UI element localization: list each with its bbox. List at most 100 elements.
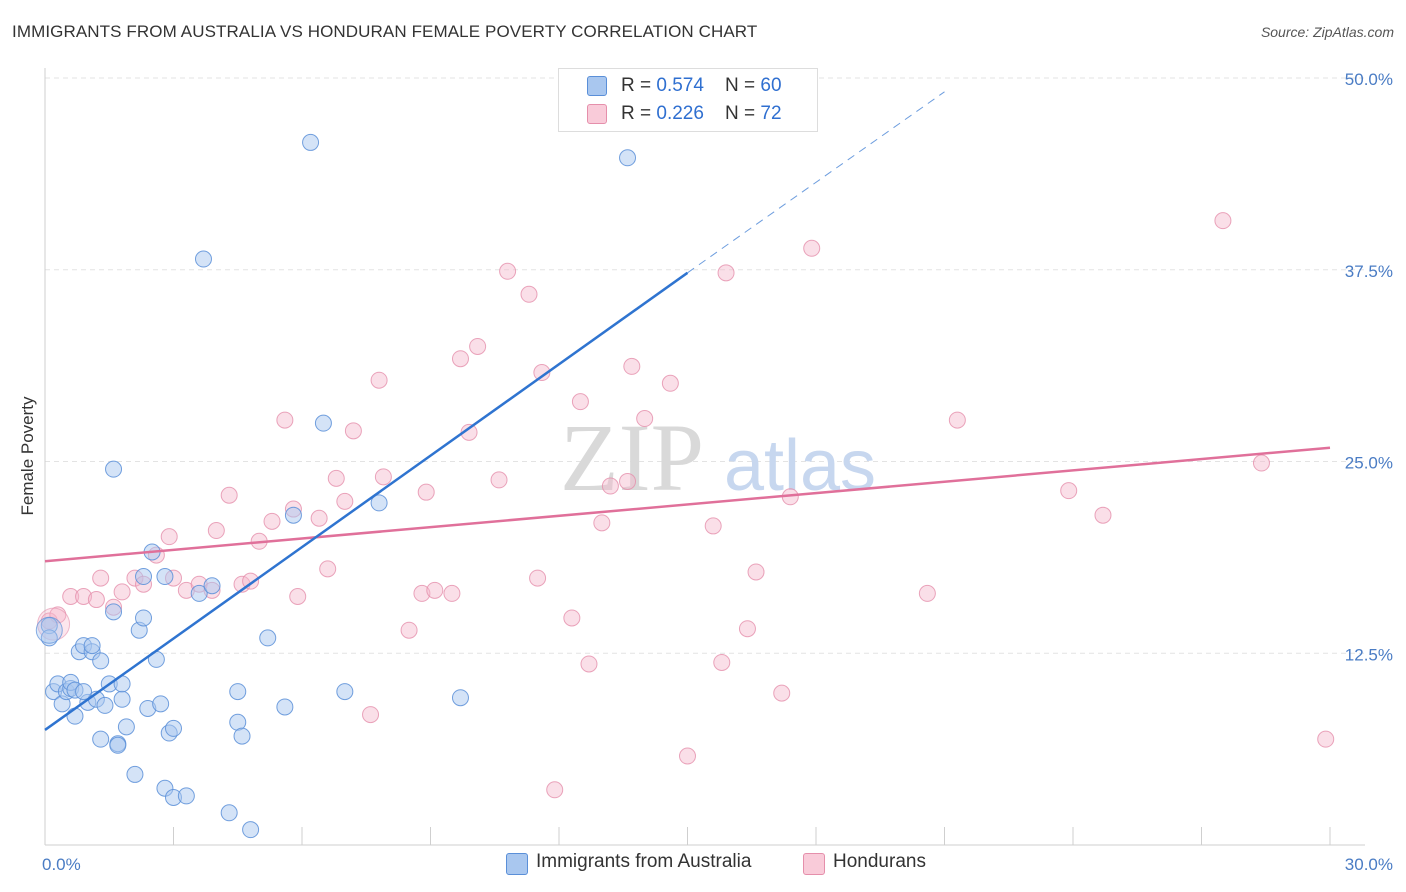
- point-hondurans: [1060, 482, 1078, 500]
- point-australia: [75, 683, 93, 701]
- point-australia: [135, 568, 153, 586]
- point-hondurans: [948, 411, 966, 429]
- correlation-legend: R = 0.574 N = 60 R = 0.226 N = 72: [558, 68, 818, 132]
- point-hondurans: [310, 509, 328, 527]
- point-hondurans: [580, 655, 598, 673]
- point-australia: [135, 609, 153, 627]
- point-hondurans: [773, 684, 791, 702]
- axes: [44, 68, 1365, 846]
- legend-label-australia: Immigrants from Australia: [536, 851, 752, 872]
- point-australia: [40, 629, 58, 647]
- y-tick-label: 12.5%: [1345, 645, 1393, 664]
- point-hondurans: [803, 239, 821, 257]
- point-hondurans: [661, 374, 679, 392]
- n-label: N =: [725, 103, 761, 124]
- point-australia: [105, 460, 123, 478]
- point-hondurans: [619, 472, 637, 490]
- point-australia-cluster: [35, 616, 63, 644]
- trend-lines: [44, 91, 1331, 731]
- r-value-australia: 0.574: [656, 75, 704, 96]
- point-hondurans: [87, 591, 105, 609]
- r-label: R =: [621, 75, 657, 96]
- point-hondurans: [1214, 212, 1232, 230]
- source-label: Source: ZipAtlas.com: [1260, 24, 1394, 40]
- point-australia: [259, 629, 277, 647]
- point-hondurans: [327, 469, 345, 487]
- point-hondurans: [443, 584, 461, 602]
- point-hondurans: [336, 492, 354, 510]
- point-australia: [314, 414, 332, 432]
- point-australia: [83, 637, 101, 655]
- point-hondurans: [426, 581, 444, 599]
- y-tick-label: 25.0%: [1345, 454, 1393, 473]
- point-hondurans: [451, 350, 469, 368]
- legend-swatch-pink: [587, 104, 607, 124]
- y-tick-label: 50.0%: [1345, 70, 1393, 89]
- watermark: ZIP atlas: [560, 404, 876, 511]
- point-hondurans: [490, 471, 508, 489]
- point-australia: [233, 727, 251, 745]
- point-australia: [229, 683, 247, 701]
- point-australia: [194, 250, 212, 268]
- point-hondurans: [113, 583, 131, 601]
- point-hondurans: [563, 609, 581, 627]
- r-value-hondurans: 0.226: [656, 103, 704, 124]
- point-australia: [109, 736, 127, 754]
- point-hondurans: [571, 393, 589, 411]
- point-australia: [370, 494, 388, 512]
- point-hondurans: [62, 587, 80, 605]
- point-hondurans: [460, 423, 478, 441]
- point-australia: [126, 765, 144, 783]
- point-australia: [156, 568, 174, 586]
- point-hondurans: [344, 422, 362, 440]
- point-australia: [92, 730, 110, 748]
- point-hondurans: [374, 468, 392, 486]
- r-label: R =: [621, 103, 657, 124]
- point-australia: [66, 707, 84, 725]
- point-hondurans: [417, 483, 435, 501]
- watermark-zip: ZIP: [560, 404, 704, 511]
- point-australia: [92, 652, 110, 670]
- trend-line-hondurans: [44, 446, 1331, 563]
- series-immigrants-australia: [35, 90, 637, 839]
- point-hondurans: [289, 587, 307, 605]
- point-hondurans: [717, 264, 735, 282]
- point-australia: [177, 787, 195, 805]
- legend-text-hondurans: R = 0.226 N = 72: [621, 103, 782, 125]
- point-hondurans: [593, 514, 611, 532]
- point-australia: [242, 821, 260, 839]
- point-australia: [302, 133, 320, 151]
- point-hondurans: [747, 563, 765, 581]
- legend-swatch-pink: [803, 853, 825, 875]
- point-hondurans: [623, 357, 641, 375]
- legend-label-hondurans: Hondurans: [833, 851, 926, 872]
- point-hondurans: [529, 569, 547, 587]
- point-australia: [284, 506, 302, 524]
- point-hondurans: [220, 486, 238, 504]
- point-hondurans: [533, 364, 551, 382]
- point-hondurans: [679, 747, 696, 765]
- n-label: N =: [725, 75, 761, 96]
- point-hondurans: [370, 371, 388, 389]
- point-australia: [152, 695, 170, 713]
- point-hondurans: [546, 781, 564, 799]
- trend-line-australia: [44, 271, 689, 731]
- point-australia: [203, 577, 221, 595]
- point-hondurans: [160, 528, 178, 546]
- grid-lines: [45, 77, 1365, 654]
- series-hondurans: [37, 212, 1335, 799]
- point-hondurans: [1317, 730, 1335, 748]
- point-hondurans: [713, 653, 731, 671]
- point-hondurans: [636, 410, 654, 428]
- point-hondurans: [1094, 506, 1112, 524]
- x-tick-label-max: 30.0%: [1345, 855, 1393, 874]
- point-hondurans: [207, 522, 225, 540]
- point-australia: [96, 696, 114, 714]
- point-hondurans: [520, 285, 538, 303]
- point-australia: [451, 689, 469, 707]
- point-australia: [276, 698, 294, 716]
- point-hondurans: [75, 587, 93, 605]
- point-hondurans: [276, 411, 294, 429]
- point-australia: [220, 804, 238, 822]
